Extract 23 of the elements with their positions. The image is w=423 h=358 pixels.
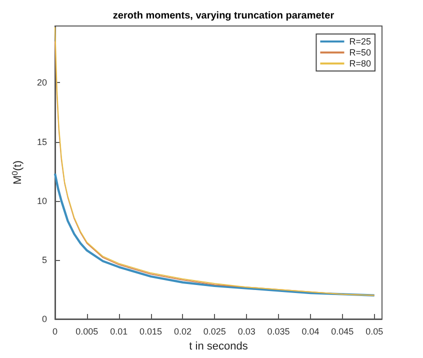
y-tick-label: 20 [36,78,47,88]
y-tick-label: 15 [36,136,47,147]
legend-label: R=50 [349,48,372,58]
x-axis-title: t in seconds [189,340,248,352]
y-tick-label: 0 [42,314,47,324]
x-tick-label: 0.035 [267,326,290,336]
legend-label: R=80 [349,58,372,68]
legend-label: R=25 [349,36,372,46]
y-tick-label: 10 [36,196,47,206]
x-tick-label: 0 [52,326,58,336]
x-tick-label: 0.01 [110,326,128,336]
x-tick-label: 0.02 [174,326,192,336]
line-series [54,172,376,296]
x-tick-label: 0.045 [331,326,354,336]
x-tick-label: 0.05 [366,326,384,336]
x-tick-label: 0.04 [302,326,320,336]
x-tick-label: 0.015 [140,326,162,336]
chart-title: zeroth moments, varying truncation parameter [112,10,334,22]
x-tick-label: 0.025 [203,326,226,336]
y-tick-label: 5 [42,254,47,265]
x-tick-label: 0.03 [238,326,256,336]
y-axis-title: M0(t) [10,160,24,184]
x-tick-label: 0.005 [76,326,98,336]
